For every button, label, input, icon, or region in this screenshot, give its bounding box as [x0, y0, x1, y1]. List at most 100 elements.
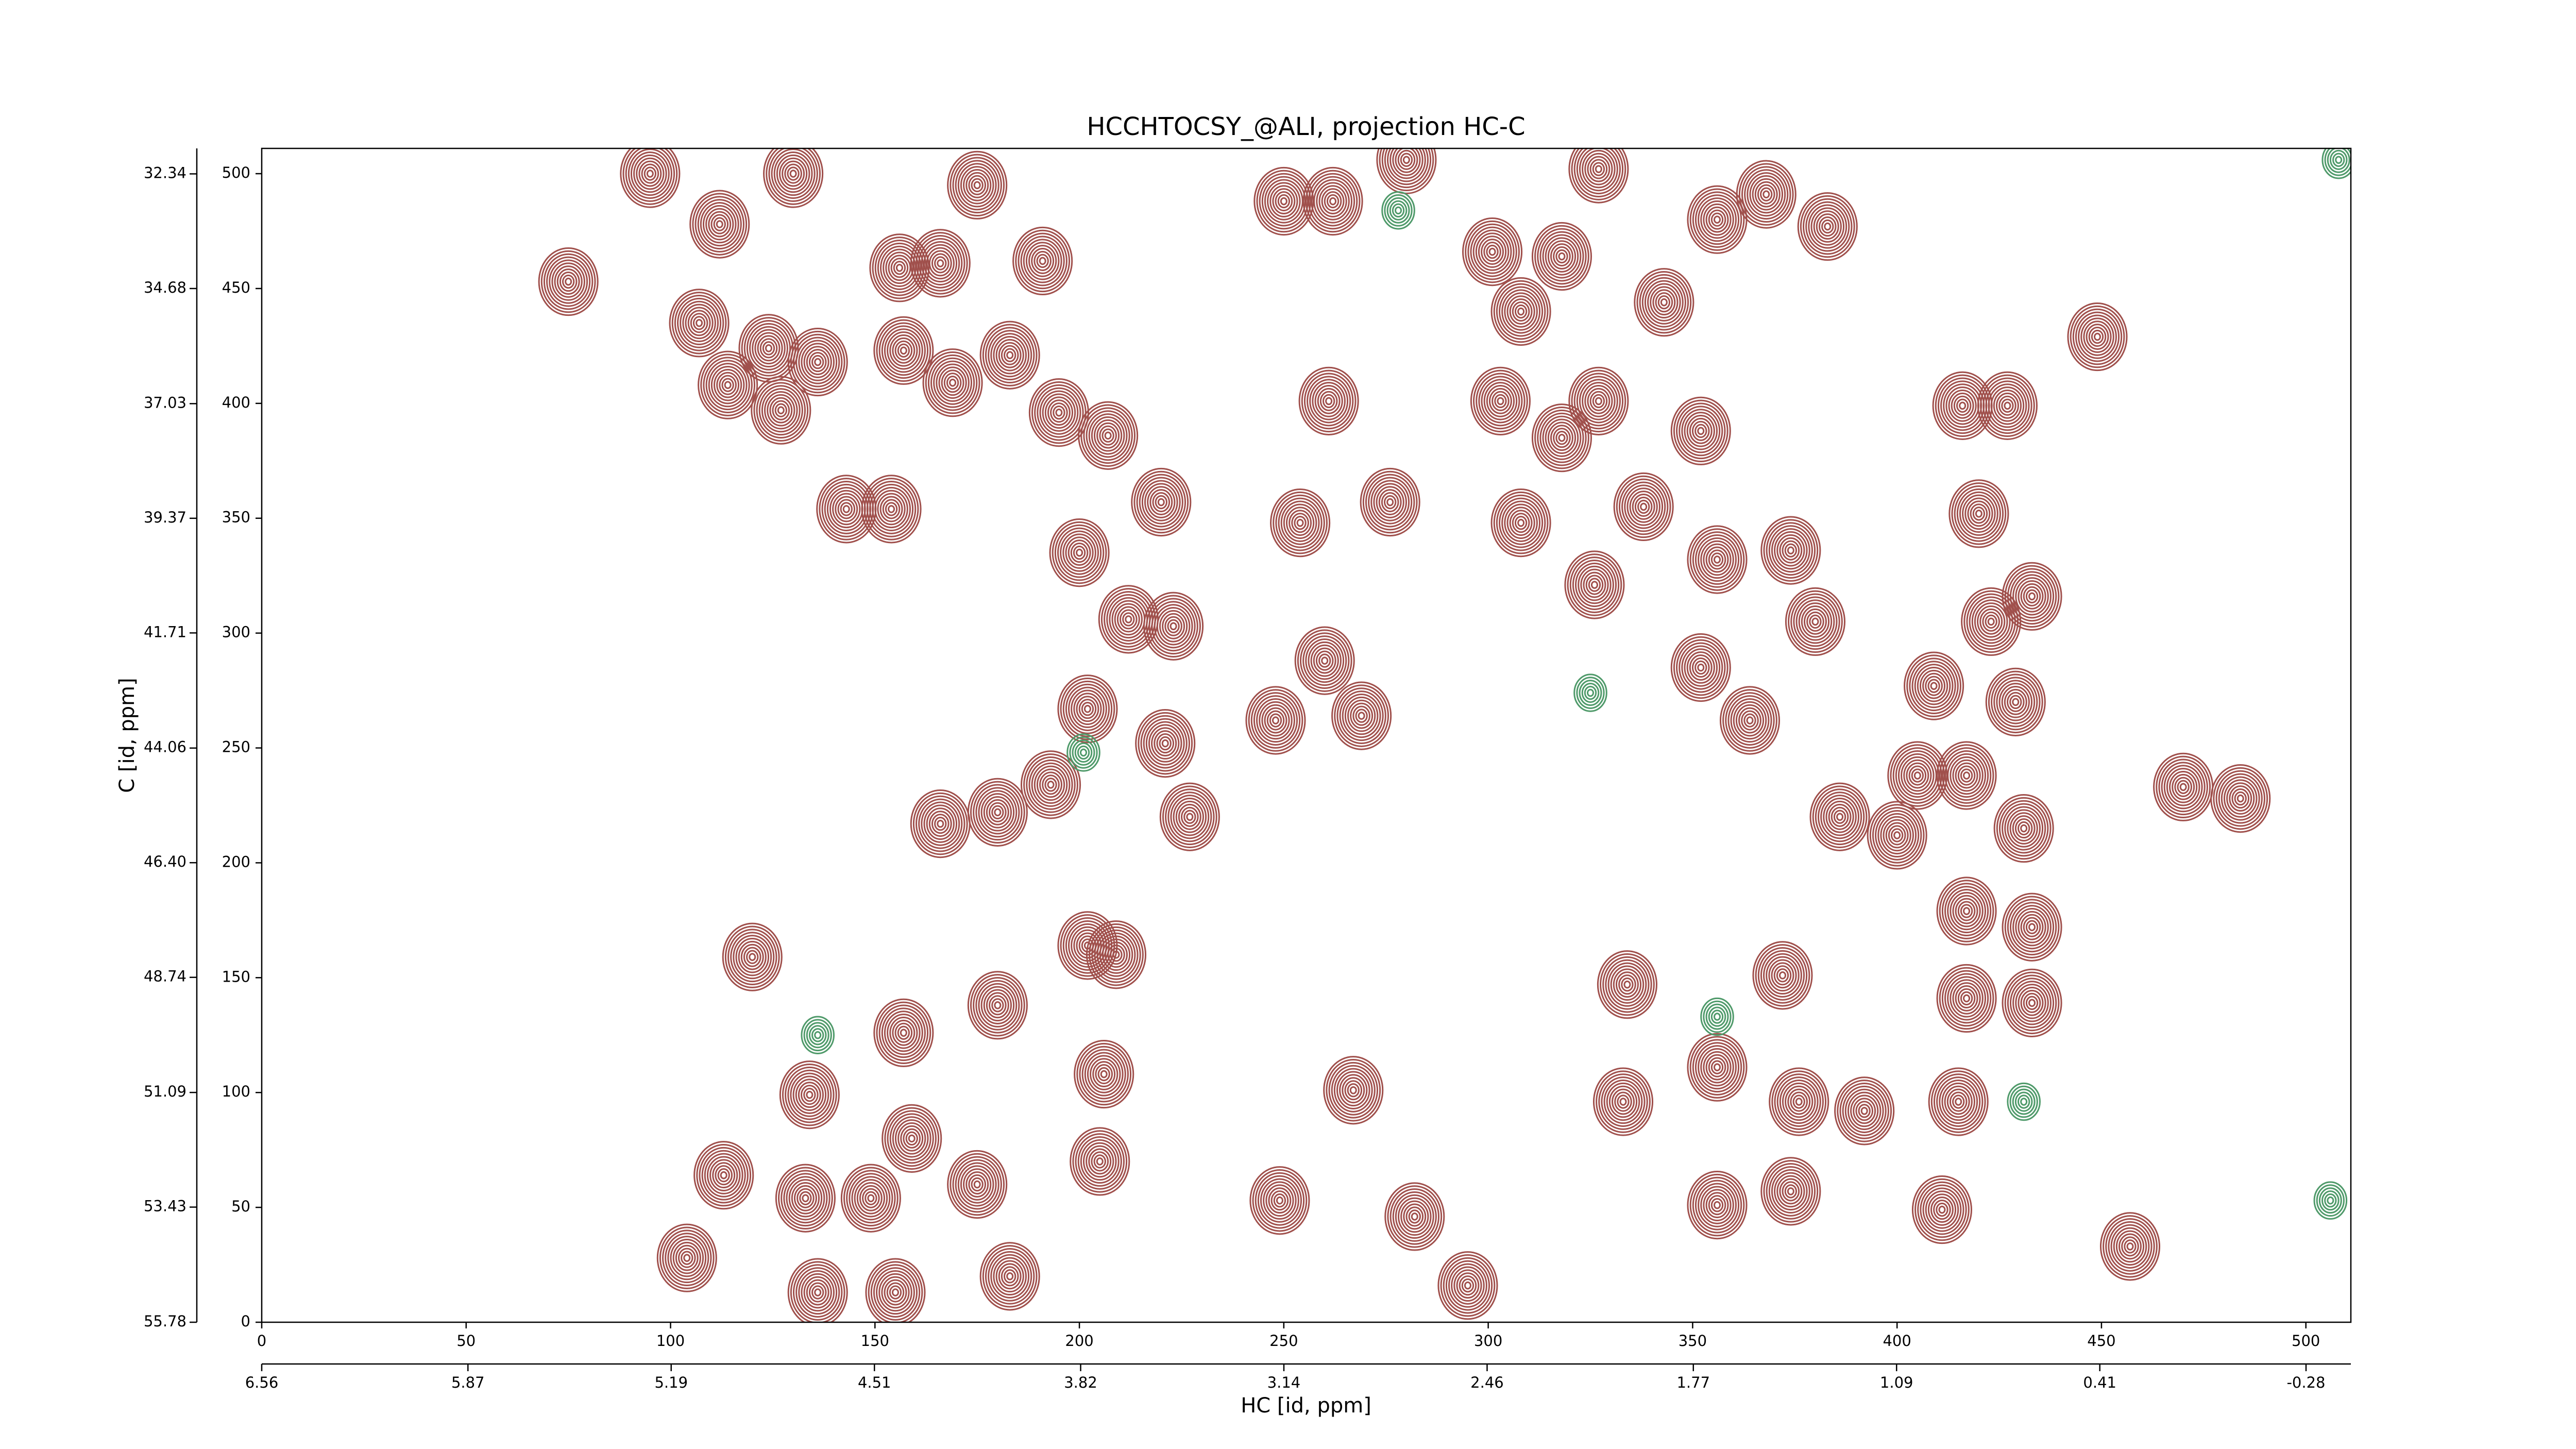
contour-ring: [1440, 1254, 1496, 1317]
contour-ring: [923, 244, 958, 283]
contour-ring: [799, 1191, 812, 1205]
contour-ring: [1165, 788, 1215, 846]
contour-ring: [881, 1007, 926, 1058]
contour-ring: [2070, 305, 2125, 368]
contour-ring: [1094, 929, 1139, 980]
contour-ring: [724, 925, 780, 988]
peak: [947, 150, 1008, 220]
peak: [1961, 587, 2022, 656]
contour-ring: [1077, 745, 1090, 760]
contour-ring: [1963, 771, 1971, 780]
contour-ring: [1987, 617, 1995, 626]
y2-tick-label: 53.43: [144, 1198, 187, 1215]
contour-ring: [1161, 739, 1169, 748]
y2-tick-label: 32.34: [144, 164, 187, 181]
contour-ring: [2086, 324, 2109, 350]
contour-ring: [1887, 741, 1948, 810]
contour-ring: [990, 333, 1030, 378]
contour-ring: [2002, 892, 2062, 962]
contour-ring: [993, 1257, 1027, 1296]
y-tick-label: 150: [222, 968, 250, 985]
contour-ring: [1930, 1070, 1986, 1133]
contour-ring: [1947, 888, 1987, 934]
contour-ring: [1392, 1191, 1437, 1242]
peak: [967, 778, 1028, 847]
x-tick-label: 150: [861, 1332, 889, 1350]
peak: [979, 1242, 1040, 1311]
contour-ring: [1906, 762, 1929, 789]
peak: [1993, 794, 2054, 863]
peak: [669, 289, 730, 358]
contour-ring: [1140, 715, 1190, 772]
contour-ring: [2332, 153, 2345, 167]
contour-ring: [1501, 500, 1541, 545]
contour-ring: [1970, 503, 1988, 524]
contour-ring: [1768, 959, 1797, 992]
contour-ring: [1264, 707, 1287, 734]
contour-ring: [1141, 480, 1181, 525]
contour-ring: [1465, 220, 1520, 283]
contour-ring: [1621, 978, 1634, 992]
contour-ring: [1112, 950, 1120, 959]
contour-ring: [1317, 387, 1341, 414]
contour-ring: [869, 233, 930, 302]
contour-ring: [1703, 543, 1732, 576]
contour-ring: [1776, 968, 1789, 983]
contour-ring: [1068, 923, 1107, 968]
contour-ring: [1555, 249, 1568, 264]
contour-ring: [1504, 503, 1538, 542]
contour-ring: [918, 238, 963, 289]
peak: [1985, 667, 2046, 736]
contour-ring: [916, 795, 965, 852]
contour-ring: [1512, 513, 1530, 533]
contour-ring: [1074, 1039, 1134, 1109]
contour-ring: [1580, 568, 1609, 601]
contour-ring: [1606, 1082, 1640, 1121]
contour-ring: [882, 1104, 942, 1173]
contour-ring: [2002, 968, 2062, 1037]
contour-ring: [2004, 806, 2044, 851]
contour-ring: [1078, 699, 1097, 719]
contour-ring: [674, 294, 724, 351]
contour-ring: [1490, 277, 1551, 346]
contour-ring: [1302, 166, 1363, 236]
contour-ring: [1478, 376, 1523, 427]
contour-ring: [1592, 162, 1605, 176]
y2-tick-label: 41.71: [144, 623, 187, 641]
contour-ring: [1941, 970, 1992, 1027]
x-tick-label: 250: [1269, 1332, 1298, 1350]
contour-ring: [802, 1194, 809, 1203]
contour-ring: [1553, 246, 1571, 267]
contour-ring: [851, 1176, 891, 1221]
contour-ring: [2012, 698, 2020, 706]
contour-ring: [1941, 883, 1992, 939]
contour-ring: [894, 1119, 929, 1158]
contour-ring: [1584, 385, 1613, 417]
contour-ring: [1979, 608, 2003, 635]
contour-ring: [1811, 617, 1819, 626]
contour-ring: [778, 1167, 833, 1229]
contour-ring: [1710, 1198, 1724, 1212]
peak: [1736, 160, 1797, 229]
contour-ring: [696, 1143, 752, 1207]
contour-ring: [1445, 1260, 1490, 1311]
contour-ring: [870, 1264, 921, 1321]
contour-ring: [1785, 1085, 1814, 1118]
contour-ring: [1952, 982, 1981, 1015]
contour-ring: [551, 262, 585, 301]
contour-ring: [905, 1131, 918, 1146]
contour-ring: [1703, 203, 1732, 236]
contour-ring: [1710, 1009, 1724, 1024]
peak: [722, 922, 783, 991]
contour-ring: [1571, 369, 1626, 433]
x2-tick-label: 2.46: [1470, 1374, 1504, 1391]
peak: [910, 789, 971, 858]
contour-ring: [1647, 283, 1681, 322]
contour-ring: [1573, 148, 1624, 197]
contour-ring: [892, 1116, 931, 1161]
contour-ring: [1939, 744, 1994, 807]
peak: [869, 233, 930, 302]
contour-ring: [2020, 989, 2044, 1016]
peak: [1568, 148, 1629, 204]
